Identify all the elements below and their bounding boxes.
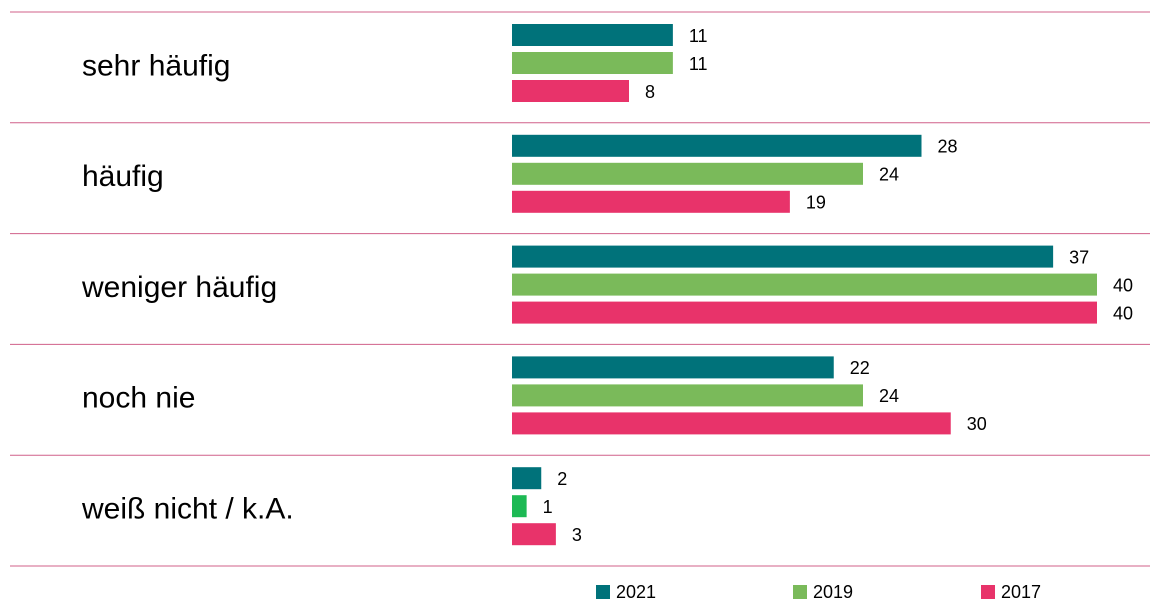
value-label: 22	[850, 358, 870, 378]
value-label: 1	[543, 497, 553, 517]
value-label: 30	[967, 414, 987, 434]
bar	[512, 412, 951, 435]
legend-label: 2021	[616, 582, 656, 602]
value-label: 24	[879, 386, 899, 406]
category-label: weiß nicht / k.A.	[81, 493, 294, 526]
bar	[512, 467, 542, 490]
bar	[512, 523, 556, 546]
legend-swatch	[981, 585, 995, 599]
bar	[512, 384, 863, 407]
value-label: 19	[806, 193, 826, 213]
bar	[512, 495, 527, 518]
bar	[512, 24, 673, 46]
bar	[512, 245, 1054, 268]
value-label: 11	[689, 26, 708, 46]
value-label: 37	[1069, 247, 1089, 267]
value-label: 2	[557, 469, 567, 489]
value-label: 40	[1113, 303, 1133, 323]
bar	[512, 52, 673, 74]
bar	[512, 356, 834, 379]
legend-swatch	[596, 585, 610, 599]
legend-label: 2019	[813, 582, 853, 602]
value-label: 40	[1113, 275, 1133, 295]
legend-label: 2017	[1001, 582, 1041, 602]
value-label: 8	[645, 82, 655, 102]
bar	[512, 273, 1097, 296]
bar	[512, 134, 922, 157]
bar	[512, 80, 629, 102]
value-label: 24	[879, 165, 899, 185]
category-label: weniger häufig	[81, 271, 277, 304]
value-label: 28	[938, 137, 958, 157]
bar	[512, 162, 863, 185]
value-label: 3	[572, 525, 582, 545]
category-label: noch nie	[82, 382, 195, 415]
legend-swatch	[793, 585, 807, 599]
value-label: 11	[689, 54, 708, 74]
category-label: häufig	[82, 160, 164, 193]
category-label: sehr häufig	[82, 49, 230, 82]
bar	[512, 301, 1097, 324]
bar	[512, 190, 790, 213]
